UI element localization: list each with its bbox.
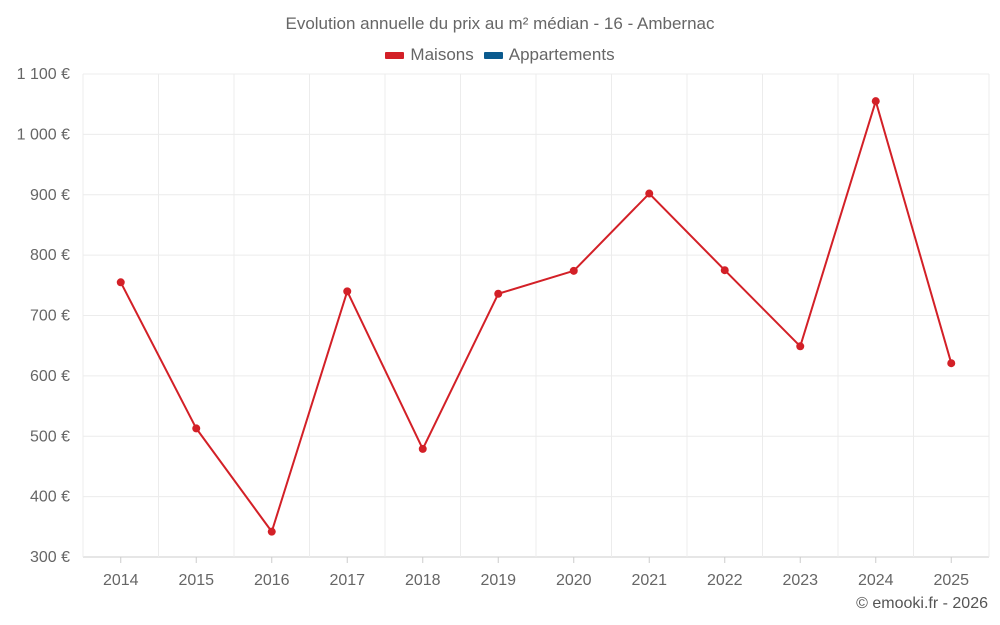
data-point[interactable] (418, 444, 427, 453)
x-tick-label: 2023 (782, 572, 818, 589)
data-point[interactable] (569, 266, 578, 275)
x-tick-label: 2019 (480, 572, 516, 589)
y-tick-label: 900 € (30, 187, 70, 204)
chart-title: Evolution annuelle du prix au m² médian … (285, 14, 715, 33)
chart-grid (82, 73, 990, 558)
x-tick-label: 2022 (707, 572, 743, 589)
y-tick-label: 700 € (30, 308, 70, 325)
y-axis-ticks: 300 € 400 € 500 € 600 € 700 € 800 € 900 € 1 000… (17, 66, 70, 566)
chart-legend: Maisons Appartements (0, 45, 1000, 65)
x-tick-label: 2021 (631, 572, 667, 589)
data-point[interactable] (720, 266, 729, 275)
x-tick-label: 2025 (933, 572, 969, 589)
y-tick-label: 500 € (30, 428, 70, 445)
data-point[interactable] (871, 97, 880, 106)
data-point[interactable] (343, 287, 352, 296)
x-tick-label: 2014 (103, 572, 139, 589)
series-line-maisons (119, 100, 953, 533)
data-point[interactable] (192, 424, 201, 433)
legend-item-appartements[interactable]: Appartements (483, 45, 615, 65)
x-tick-label: 2024 (858, 572, 894, 589)
data-point[interactable] (796, 342, 805, 351)
x-tick-label: 2016 (254, 572, 290, 589)
credit-text: © emooki.fr - 2026 (856, 595, 988, 612)
legend-label-maisons: Maisons (410, 45, 474, 64)
data-point[interactable] (267, 527, 276, 536)
data-point[interactable] (947, 359, 956, 368)
x-tick-label: 2015 (178, 572, 214, 589)
data-point[interactable] (645, 189, 654, 198)
x-axis-ticks: 2014 2015 2016 2017 2018 2019 2020 2021 2022 2023… (103, 557, 969, 589)
series-layer (116, 97, 956, 536)
x-tick-label: 2017 (329, 572, 365, 589)
legend-label-appartements: Appartements (508, 45, 615, 64)
y-tick-label: 400 € (30, 489, 70, 506)
data-point[interactable] (494, 289, 503, 298)
y-tick-label: 1 000 € (17, 126, 70, 143)
y-tick-label: 600 € (30, 368, 70, 385)
y-tick-label: 1 100 € (17, 66, 70, 83)
legend-swatch-maisons (385, 51, 405, 59)
data-point[interactable] (116, 278, 125, 287)
x-tick-label: 2020 (556, 572, 592, 589)
x-tick-label: 2018 (405, 572, 441, 589)
y-tick-label: 800 € (30, 247, 70, 264)
y-tick-label: 300 € (30, 549, 70, 566)
legend-swatch-appartements (483, 51, 503, 59)
legend-item-maisons[interactable]: Maisons (385, 45, 474, 65)
